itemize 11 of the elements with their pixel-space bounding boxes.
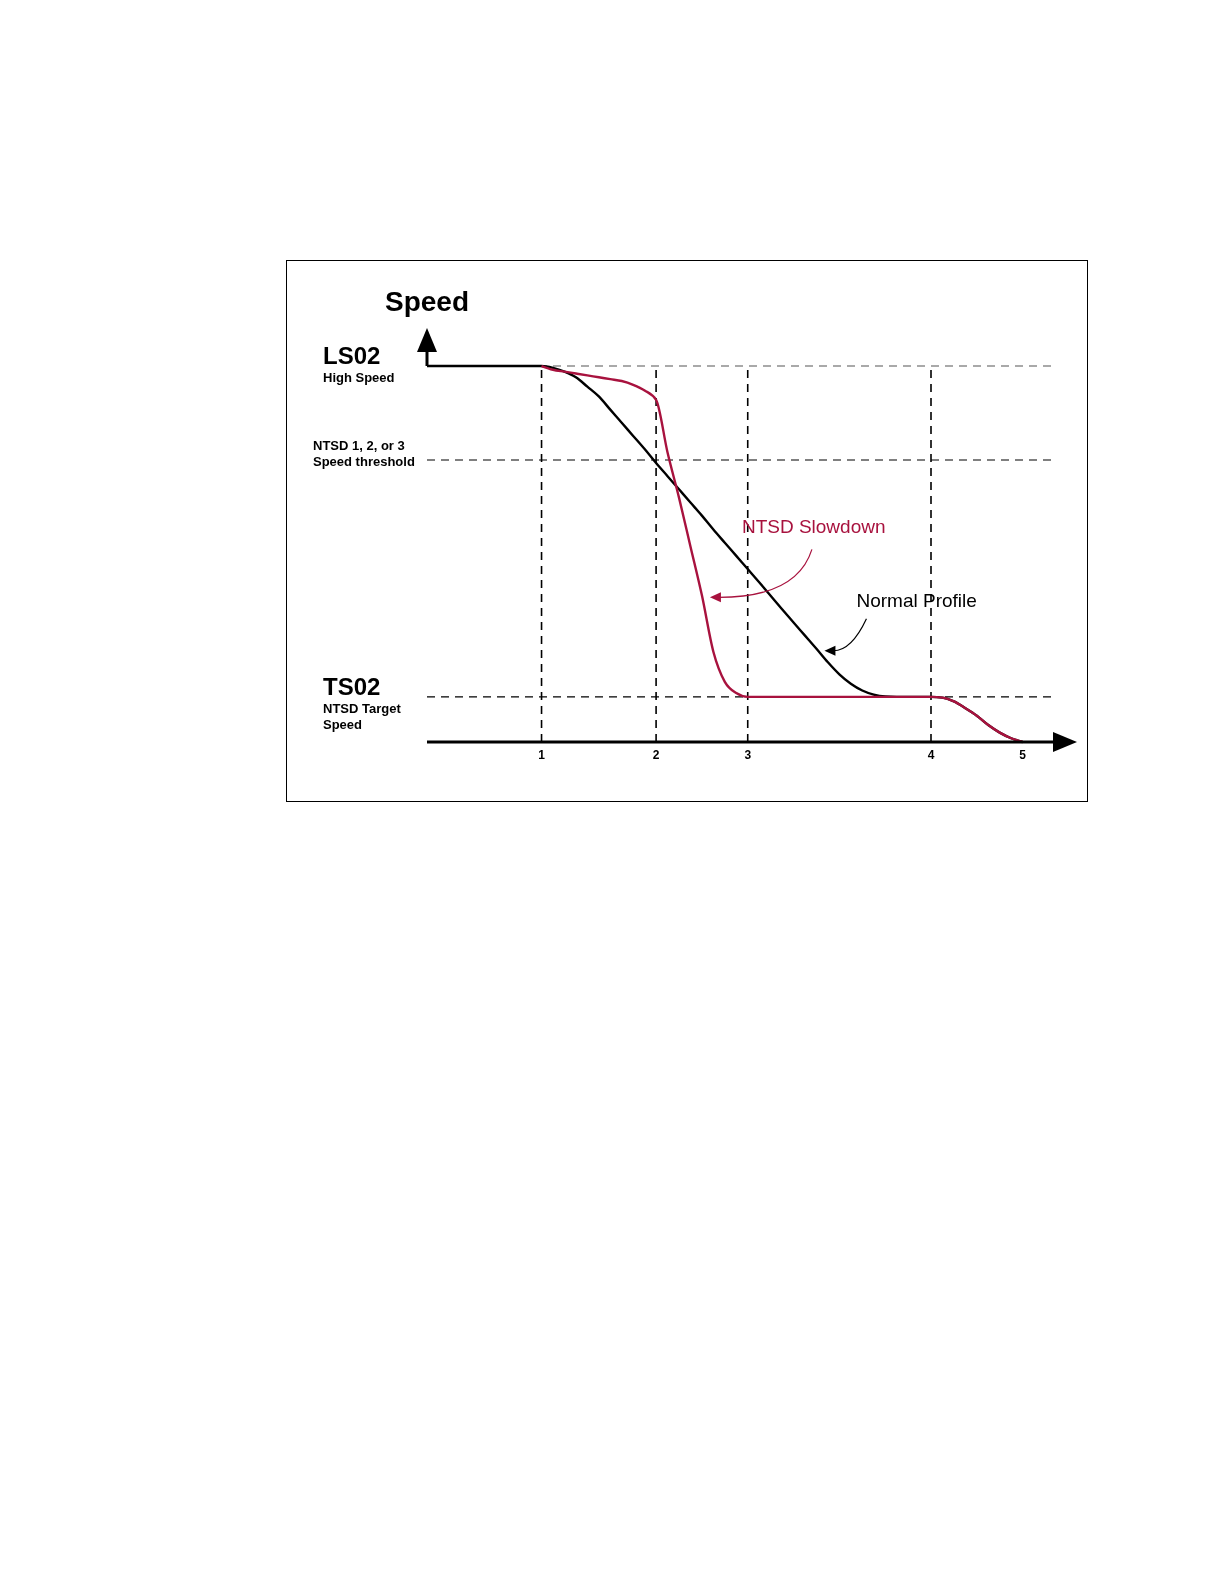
- x-tick-label: 5: [1019, 747, 1027, 762]
- ref-line-label: NTSD 1, 2, or 3 Speed threshold: [313, 438, 415, 469]
- x-tick-label: 2: [652, 747, 660, 762]
- x-tick-label: 3: [744, 747, 752, 762]
- ref-line-label: LS02 High Speed: [323, 342, 395, 385]
- x-tick-label: 4: [927, 747, 935, 762]
- text: NTSD Slowdown: [741, 516, 886, 538]
- y-axis-title: Speed: [384, 286, 470, 317]
- ref-line-label: TS02 NTSD Target Speed: [323, 672, 402, 732]
- text: Normal Profile: [856, 589, 977, 611]
- x-tick-label: 1: [538, 747, 546, 762]
